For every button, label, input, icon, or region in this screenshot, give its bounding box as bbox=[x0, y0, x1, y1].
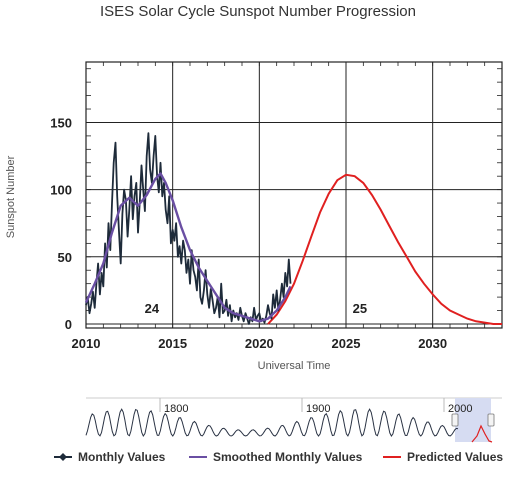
overview-tick-label: 1900 bbox=[306, 403, 330, 415]
plot-area[interactable]: 0 50 100 150 2010 2015 2020 2025 2030 24 25 bbox=[50, 61, 503, 351]
legend-item-predicted-values[interactable]: Predicted Values bbox=[383, 450, 503, 464]
x-axis-label: Universal Time bbox=[258, 360, 331, 372]
overview-tick-label: 2000 bbox=[448, 403, 472, 415]
plot-frame bbox=[85, 61, 503, 329]
y-tick-label: 100 bbox=[50, 183, 72, 198]
y-axis-label: Sunspot Number bbox=[5, 155, 17, 238]
legend[interactable]: Monthly Values Smoothed Monthly Values Pre… bbox=[54, 450, 503, 464]
overview-history-line bbox=[85, 408, 459, 438]
legend-diamond-marker bbox=[59, 453, 67, 461]
chart-title: ISES Solar Cycle Sunspot Number Progress… bbox=[100, 3, 416, 20]
overview-tick-label: 1800 bbox=[164, 403, 188, 415]
legend-item-smoothed-monthly-values[interactable]: Smoothed Monthly Values bbox=[189, 450, 363, 464]
legend-label: Predicted Values bbox=[407, 450, 503, 464]
x-tick-label: 2025 bbox=[332, 336, 361, 351]
monthly-values-line[interactable] bbox=[85, 132, 292, 325]
legend-label: Monthly Values bbox=[78, 450, 166, 464]
x-tick-label: 2020 bbox=[245, 336, 274, 351]
cycle-label: 24 bbox=[145, 301, 160, 316]
predicted-values-line[interactable] bbox=[267, 173, 502, 325]
overview-navigator[interactable]: 1800 1900 2000 bbox=[85, 397, 502, 443]
overview-predicted-line bbox=[471, 424, 493, 443]
x-tick-label: 2030 bbox=[418, 336, 447, 351]
legend-item-monthly-values[interactable]: Monthly Values bbox=[54, 450, 166, 464]
smoothed-monthly-values-line[interactable] bbox=[84, 172, 292, 323]
x-tick-label: 2010 bbox=[72, 336, 101, 351]
overview-handle-left[interactable] bbox=[451, 413, 459, 427]
y-tick-label: 50 bbox=[58, 250, 72, 265]
y-tick-label: 0 bbox=[65, 317, 72, 332]
y-tick-label: 150 bbox=[50, 115, 72, 130]
x-tick-label: 2015 bbox=[158, 336, 187, 351]
overview-handle-right[interactable] bbox=[487, 413, 495, 427]
cycle-label: 25 bbox=[353, 301, 367, 316]
legend-label: Smoothed Monthly Values bbox=[213, 450, 363, 464]
